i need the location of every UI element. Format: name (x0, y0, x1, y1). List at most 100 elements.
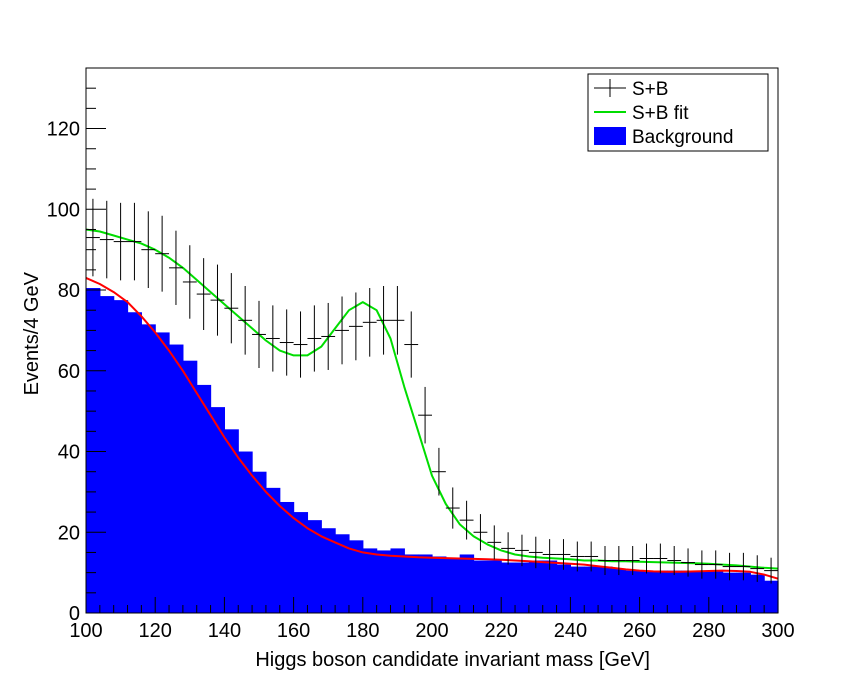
background-bar (127, 312, 142, 613)
sb-point (99, 200, 114, 279)
sb-data-points (86, 198, 778, 584)
sb-point (653, 543, 668, 574)
sb-point (750, 555, 765, 582)
sb-point (501, 532, 516, 565)
legend-label: Background (632, 127, 733, 148)
sb-fit-curve-group (85, 228, 779, 570)
sb-point (570, 541, 585, 572)
sb-point (625, 545, 640, 576)
background-bar (598, 566, 613, 613)
x-tick-label: 160 (277, 620, 310, 642)
legend-background-swatch (594, 127, 626, 145)
x-tick-label: 200 (415, 620, 448, 642)
legend-entry: S+B fit (594, 103, 689, 124)
sb-point (321, 302, 336, 370)
sb-point (376, 286, 391, 355)
y-tick-label: 0 (69, 603, 80, 625)
legend-label: S+B (632, 79, 668, 100)
sb-fit-curve (85, 228, 779, 570)
sb-point (542, 539, 557, 570)
sb-point (362, 288, 377, 357)
background-bar (515, 562, 530, 613)
background-bar (445, 558, 461, 613)
background-bar (293, 512, 309, 613)
background-bar (252, 471, 267, 613)
background-bar (279, 501, 295, 613)
background-bar (196, 384, 212, 613)
x-tick-label: 120 (139, 620, 172, 642)
background-bar (584, 566, 599, 613)
background-fit-curve (85, 276, 779, 580)
background-bar (265, 487, 281, 613)
sb-point (515, 534, 529, 567)
background-bar (321, 528, 336, 613)
sb-point (432, 447, 446, 496)
background-bar (362, 548, 378, 613)
sb-point (459, 500, 474, 540)
x-axis-label: Higgs boson candidate invariant mass [Ge… (255, 649, 650, 671)
sb-point (418, 386, 432, 444)
background-bar (348, 540, 364, 613)
sb-point (127, 202, 142, 281)
sb-point (708, 550, 723, 579)
background-bar (404, 554, 419, 613)
sb-point (694, 550, 709, 579)
background-bar (182, 360, 198, 613)
background-bar (335, 534, 350, 613)
y-axis-label: Events/4 GeV (21, 271, 43, 395)
background-bar (86, 288, 101, 613)
background-bar (556, 564, 571, 613)
background-histogram (86, 288, 779, 613)
background-bar (639, 570, 655, 613)
background-bar (141, 324, 156, 613)
sb-point (667, 545, 682, 576)
sb-point (224, 273, 239, 344)
background-bar (169, 344, 184, 613)
background-bar (501, 562, 516, 613)
x-tick-label: 100 (69, 620, 102, 642)
background-bar (390, 548, 405, 613)
background-fit-curve-group (85, 276, 779, 580)
sb-point (611, 545, 626, 576)
legend: S+B S+B fit Background (587, 73, 769, 152)
sb-point (390, 286, 405, 355)
y-tick-label: 60 (58, 361, 80, 383)
sb-point (722, 552, 737, 581)
background-bar (722, 572, 738, 613)
sb-point (182, 245, 197, 319)
background-bar (708, 570, 724, 613)
background-bar (99, 296, 115, 613)
background-bar (570, 566, 585, 613)
legend-entry: Background (594, 127, 733, 148)
background-bar (238, 451, 253, 613)
sb-point (473, 514, 488, 551)
background-bar (113, 300, 129, 613)
x-tick-label: 300 (761, 620, 794, 642)
background-bar (459, 554, 475, 613)
x-tick-label: 140 (208, 620, 241, 642)
background-bar (376, 550, 392, 613)
background-bar (542, 560, 558, 613)
background-bar (210, 407, 225, 613)
background-bar (224, 429, 239, 613)
x-tick-label: 280 (692, 620, 725, 642)
y-tick-label: 20 (58, 522, 80, 544)
sb-point (307, 305, 322, 372)
background-bar (307, 520, 322, 613)
y-tick-label: 120 (47, 119, 80, 141)
sb-point (445, 487, 460, 529)
axes: 100 120 140 160 180 200 220 240 260 280 300 0 20 40 60… (47, 67, 795, 642)
sb-point (681, 548, 695, 577)
background-bar (487, 560, 502, 613)
sb-point (113, 202, 128, 281)
sb-point (252, 300, 266, 368)
background-bar (750, 574, 765, 613)
background-bar (528, 560, 544, 613)
sb-point (335, 296, 349, 365)
background-bar (736, 572, 751, 613)
x-tick-label: 180 (346, 620, 379, 642)
sb-point (764, 557, 778, 584)
sb-point (155, 215, 170, 292)
background-bar (681, 570, 696, 613)
